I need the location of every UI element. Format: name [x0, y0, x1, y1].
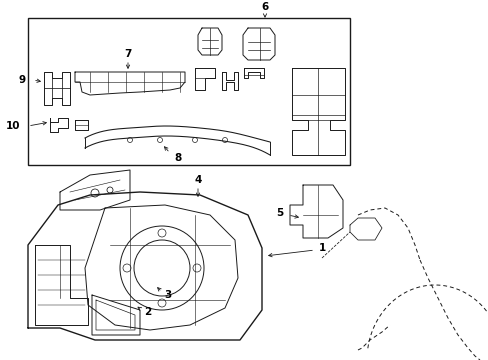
- Text: 8: 8: [174, 153, 181, 163]
- Text: 5: 5: [276, 208, 283, 218]
- Text: 1: 1: [318, 243, 325, 253]
- Text: 2: 2: [144, 307, 151, 317]
- Text: 10: 10: [6, 121, 20, 131]
- Text: 4: 4: [194, 175, 201, 185]
- Bar: [28, 18, 349, 165]
- Text: 7: 7: [124, 49, 131, 59]
- Text: 3: 3: [164, 290, 171, 300]
- Text: 6: 6: [261, 2, 268, 12]
- Text: 9: 9: [19, 75, 25, 85]
